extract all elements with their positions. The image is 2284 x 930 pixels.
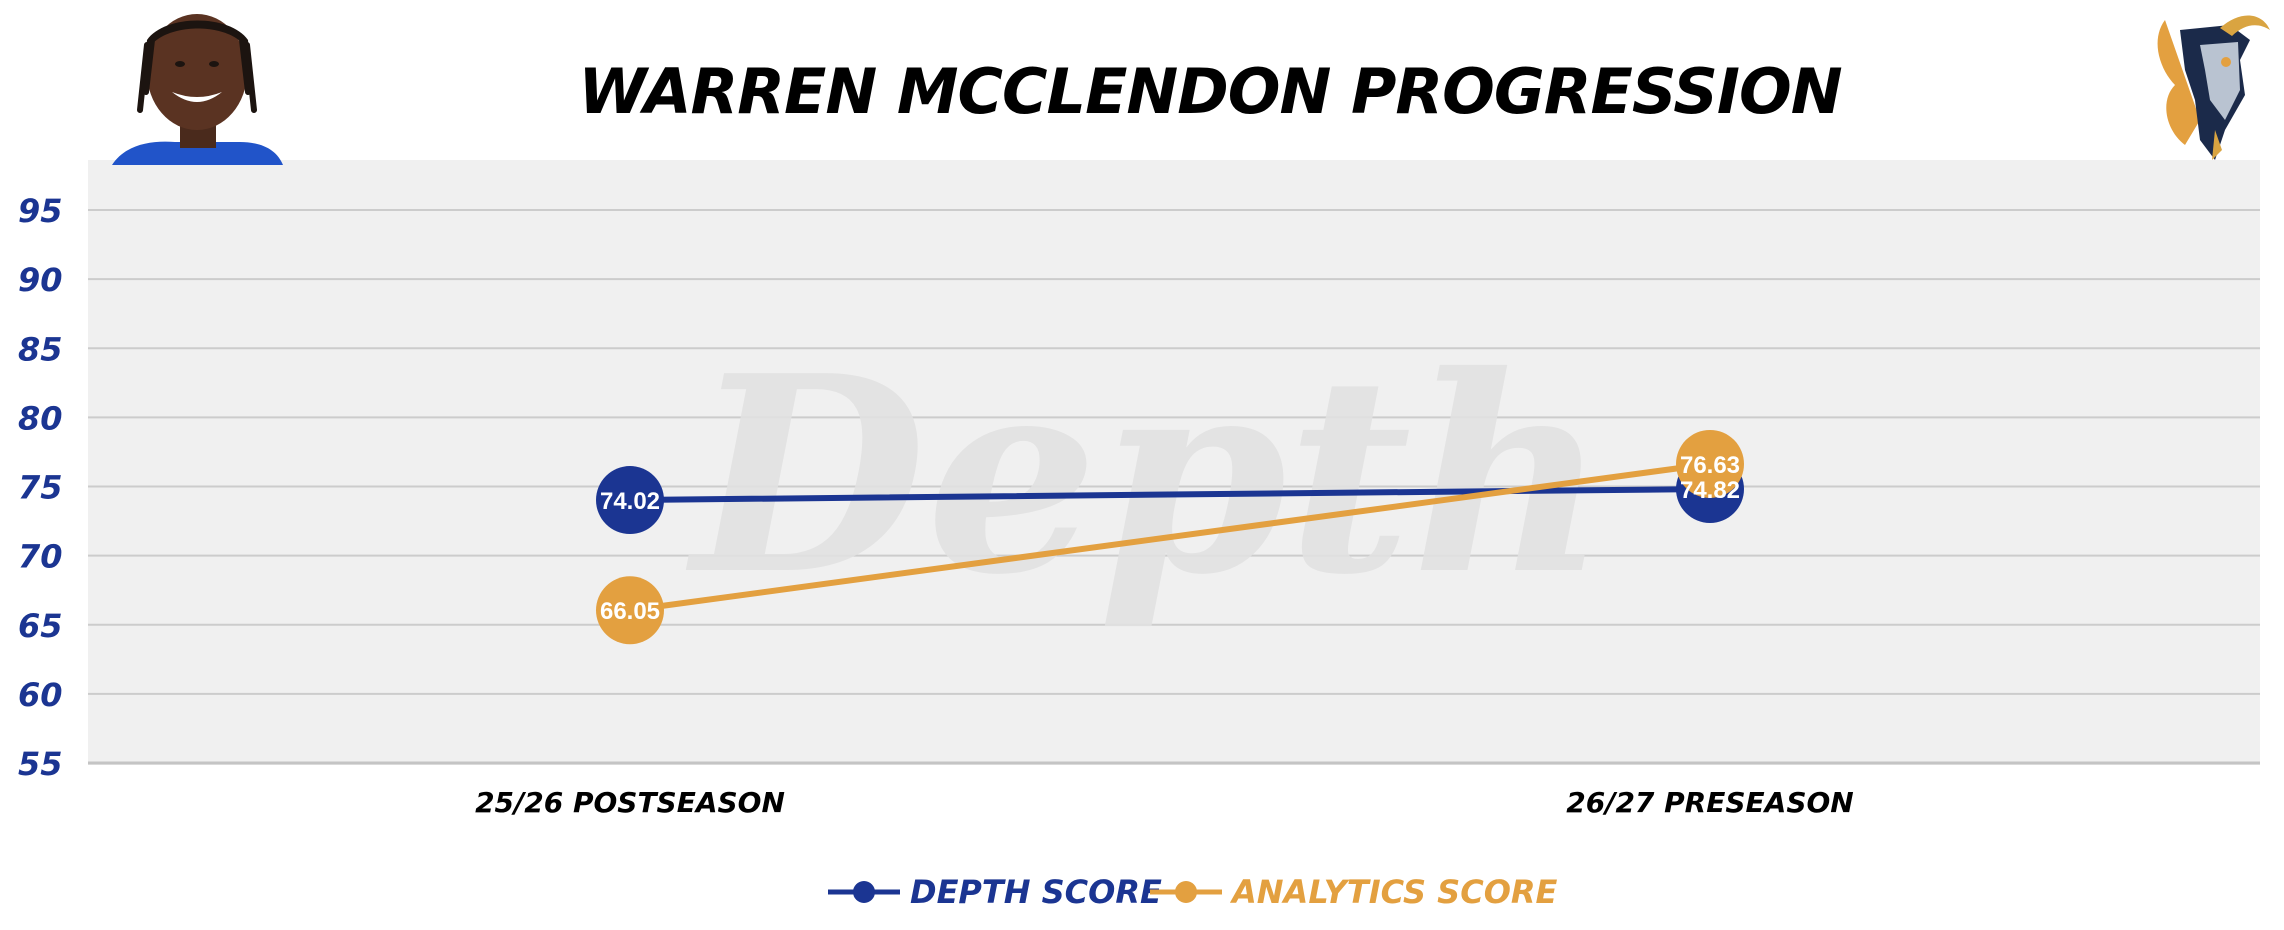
x-tick-label: 26/27 PRESEASON: [1566, 786, 1853, 819]
data-label-depth: 74.02: [600, 488, 660, 515]
y-tick-label: 65: [18, 607, 63, 645]
x-axis-ticks: 25/26 POSTSEASON 26/27 PRESEASON: [475, 786, 1854, 819]
y-tick-label: 80: [18, 399, 63, 437]
y-tick-label: 60: [18, 676, 63, 714]
data-label-analytics: 76.63: [1680, 452, 1740, 479]
series-layer: 74.02 74.82 66.05 76.63: [596, 429, 1744, 645]
y-tick-label: 90: [18, 261, 63, 299]
data-point-analytics[interactable]: [1676, 429, 1744, 498]
y-tick-label: 95: [18, 192, 63, 230]
legend-item-depth[interactable]: DEPTH SCORE: [828, 873, 1162, 911]
goat-logo-icon: [2157, 15, 2270, 160]
legend-label-analytics: ANALYTICS SCORE: [1229, 873, 1558, 911]
plot-area: [88, 160, 2260, 765]
legend-label-depth: DEPTH SCORE: [910, 873, 1162, 911]
chart-title: WARREN MCCLENDON PROGRESSION: [578, 55, 1841, 128]
y-tick-label: 70: [18, 538, 63, 576]
y-tick-label: 85: [18, 330, 63, 368]
y-tick-label: 75: [18, 469, 63, 507]
legend: DEPTH SCORE ANALYTICS SCORE: [828, 873, 1558, 911]
grid-lines: [88, 209, 2260, 765]
y-axis-ticks: 55 60 65 70 75 80 85 90 95: [18, 192, 63, 783]
player-headshot-icon: [112, 14, 283, 165]
x-tick-label: 25/26 POSTSEASON: [475, 786, 785, 819]
legend-item-analytics[interactable]: ANALYTICS SCORE: [1150, 873, 1558, 911]
data-label-analytics: 66.05: [600, 598, 660, 625]
series-line-analytics: [627, 460, 1713, 614]
data-point-analytics[interactable]: [596, 576, 664, 645]
data-label-depth: 74.82: [1680, 477, 1740, 504]
y-tick-label: 55: [18, 745, 63, 783]
data-point-depth[interactable]: [596, 466, 664, 535]
